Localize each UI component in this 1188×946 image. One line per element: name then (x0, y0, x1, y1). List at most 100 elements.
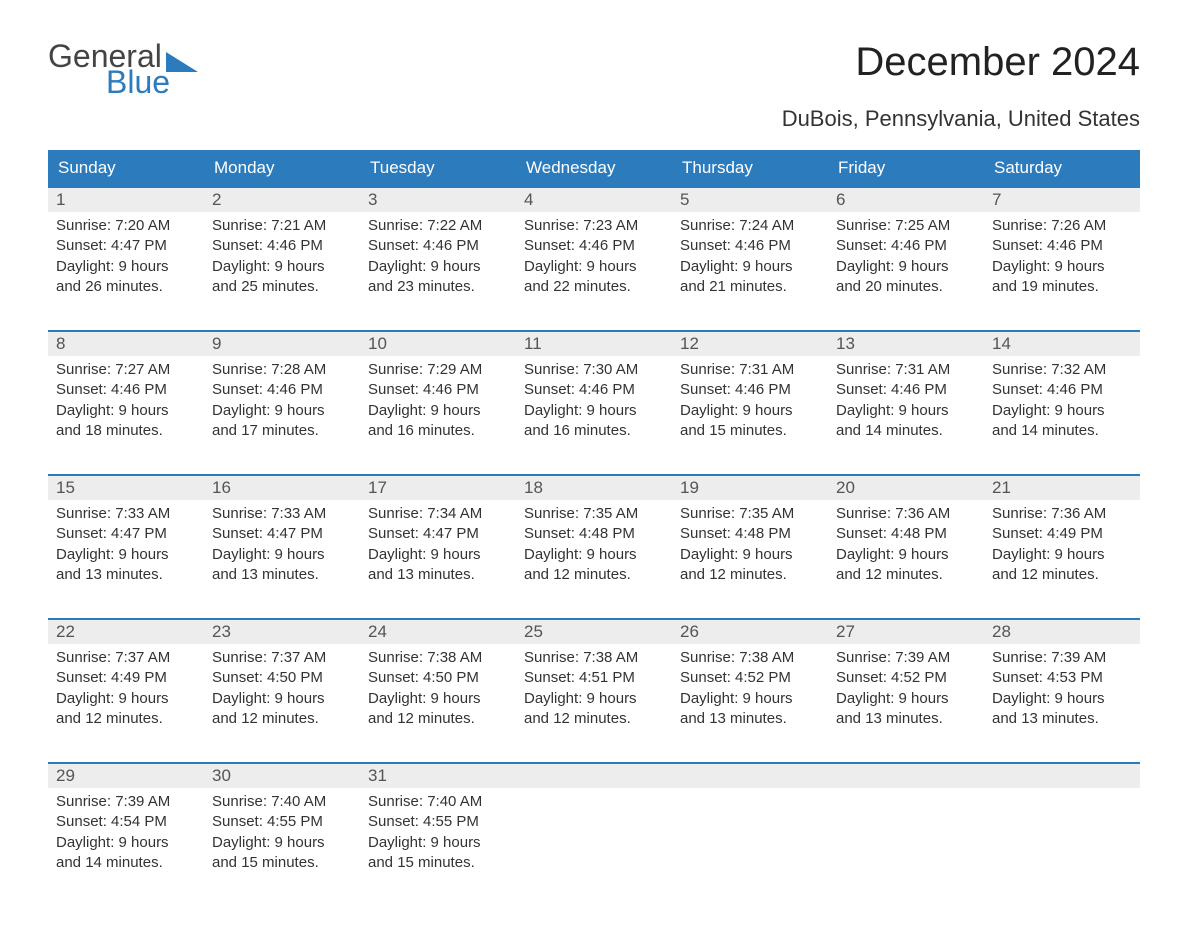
logo: General Blue (48, 40, 198, 98)
sunset-text: Sunset: 4:46 PM (992, 236, 1132, 256)
day-content: Sunrise: 7:36 AMSunset: 4:48 PMDaylight:… (828, 500, 984, 591)
daylight-text: Daylight: 9 hours and 12 minutes. (212, 689, 352, 730)
daylight-text: Daylight: 9 hours and 13 minutes. (212, 545, 352, 586)
daylight-text: Daylight: 9 hours and 13 minutes. (56, 545, 196, 586)
day-number: 1 (48, 188, 204, 212)
day-content: Sunrise: 7:39 AMSunset: 4:52 PMDaylight:… (828, 644, 984, 735)
daylight-text: Daylight: 9 hours and 20 minutes. (836, 257, 976, 298)
sunrise-text: Sunrise: 7:30 AM (524, 360, 664, 380)
sunset-text: Sunset: 4:51 PM (524, 668, 664, 688)
day-content: Sunrise: 7:30 AMSunset: 4:46 PMDaylight:… (516, 356, 672, 447)
daylight-text: Daylight: 9 hours and 21 minutes. (680, 257, 820, 298)
day-number: 2 (204, 188, 360, 212)
day-number: 24 (360, 620, 516, 644)
logo-text-blue: Blue (106, 66, 198, 98)
day-number: 9 (204, 332, 360, 356)
calendar-day: 24Sunrise: 7:38 AMSunset: 4:50 PMDayligh… (360, 620, 516, 740)
sunset-text: Sunset: 4:55 PM (368, 812, 508, 832)
sunrise-text: Sunrise: 7:40 AM (368, 792, 508, 812)
sunrise-text: Sunrise: 7:28 AM (212, 360, 352, 380)
day-number: 4 (516, 188, 672, 212)
day-content: Sunrise: 7:37 AMSunset: 4:49 PMDaylight:… (48, 644, 204, 735)
sunset-text: Sunset: 4:49 PM (992, 524, 1132, 544)
sunset-text: Sunset: 4:46 PM (56, 380, 196, 400)
calendar-day: 22Sunrise: 7:37 AMSunset: 4:49 PMDayligh… (48, 620, 204, 740)
sunrise-text: Sunrise: 7:27 AM (56, 360, 196, 380)
calendar-day (984, 764, 1140, 884)
daylight-text: Daylight: 9 hours and 13 minutes. (992, 689, 1132, 730)
calendar-day: 20Sunrise: 7:36 AMSunset: 4:48 PMDayligh… (828, 476, 984, 596)
sunrise-text: Sunrise: 7:40 AM (212, 792, 352, 812)
dow-cell: Tuesday (360, 150, 516, 186)
day-number: 13 (828, 332, 984, 356)
calendar-day (516, 764, 672, 884)
calendar-day: 1Sunrise: 7:20 AMSunset: 4:47 PMDaylight… (48, 188, 204, 308)
sunrise-text: Sunrise: 7:38 AM (524, 648, 664, 668)
calendar-week: 15Sunrise: 7:33 AMSunset: 4:47 PMDayligh… (48, 474, 1140, 596)
sunset-text: Sunset: 4:46 PM (212, 380, 352, 400)
daylight-text: Daylight: 9 hours and 14 minutes. (992, 401, 1132, 442)
sunrise-text: Sunrise: 7:35 AM (680, 504, 820, 524)
day-content: Sunrise: 7:33 AMSunset: 4:47 PMDaylight:… (204, 500, 360, 591)
daylight-text: Daylight: 9 hours and 12 minutes. (368, 689, 508, 730)
calendar-day: 6Sunrise: 7:25 AMSunset: 4:46 PMDaylight… (828, 188, 984, 308)
day-content: Sunrise: 7:32 AMSunset: 4:46 PMDaylight:… (984, 356, 1140, 447)
calendar-day: 3Sunrise: 7:22 AMSunset: 4:46 PMDaylight… (360, 188, 516, 308)
sunset-text: Sunset: 4:46 PM (992, 380, 1132, 400)
sunrise-text: Sunrise: 7:31 AM (836, 360, 976, 380)
calendar-day: 5Sunrise: 7:24 AMSunset: 4:46 PMDaylight… (672, 188, 828, 308)
day-content: Sunrise: 7:39 AMSunset: 4:54 PMDaylight:… (48, 788, 204, 879)
daylight-text: Daylight: 9 hours and 25 minutes. (212, 257, 352, 298)
sunrise-text: Sunrise: 7:33 AM (212, 504, 352, 524)
dow-cell: Thursday (672, 150, 828, 186)
calendar-day: 10Sunrise: 7:29 AMSunset: 4:46 PMDayligh… (360, 332, 516, 452)
calendar-day: 25Sunrise: 7:38 AMSunset: 4:51 PMDayligh… (516, 620, 672, 740)
calendar-day: 8Sunrise: 7:27 AMSunset: 4:46 PMDaylight… (48, 332, 204, 452)
daylight-text: Daylight: 9 hours and 18 minutes. (56, 401, 196, 442)
day-content: Sunrise: 7:26 AMSunset: 4:46 PMDaylight:… (984, 212, 1140, 303)
sunset-text: Sunset: 4:48 PM (680, 524, 820, 544)
location-subtitle: DuBois, Pennsylvania, United States (48, 106, 1140, 132)
day-number: 21 (984, 476, 1140, 500)
sunset-text: Sunset: 4:46 PM (680, 380, 820, 400)
day-content: Sunrise: 7:37 AMSunset: 4:50 PMDaylight:… (204, 644, 360, 735)
day-content (672, 788, 828, 798)
daylight-text: Daylight: 9 hours and 26 minutes. (56, 257, 196, 298)
day-number: 5 (672, 188, 828, 212)
day-number: 26 (672, 620, 828, 644)
day-number: 27 (828, 620, 984, 644)
day-number (516, 764, 672, 788)
sunset-text: Sunset: 4:47 PM (212, 524, 352, 544)
sunset-text: Sunset: 4:47 PM (56, 236, 196, 256)
calendar-day: 15Sunrise: 7:33 AMSunset: 4:47 PMDayligh… (48, 476, 204, 596)
calendar-day: 27Sunrise: 7:39 AMSunset: 4:52 PMDayligh… (828, 620, 984, 740)
day-content: Sunrise: 7:25 AMSunset: 4:46 PMDaylight:… (828, 212, 984, 303)
day-number: 17 (360, 476, 516, 500)
day-content: Sunrise: 7:23 AMSunset: 4:46 PMDaylight:… (516, 212, 672, 303)
daylight-text: Daylight: 9 hours and 12 minutes. (56, 689, 196, 730)
calendar-day: 29Sunrise: 7:39 AMSunset: 4:54 PMDayligh… (48, 764, 204, 884)
sunrise-text: Sunrise: 7:39 AM (992, 648, 1132, 668)
sunrise-text: Sunrise: 7:31 AM (680, 360, 820, 380)
sunrise-text: Sunrise: 7:23 AM (524, 216, 664, 236)
day-number: 12 (672, 332, 828, 356)
daylight-text: Daylight: 9 hours and 16 minutes. (524, 401, 664, 442)
sunrise-text: Sunrise: 7:34 AM (368, 504, 508, 524)
day-number (828, 764, 984, 788)
day-number: 30 (204, 764, 360, 788)
sunrise-text: Sunrise: 7:38 AM (680, 648, 820, 668)
sunset-text: Sunset: 4:46 PM (368, 380, 508, 400)
day-content: Sunrise: 7:27 AMSunset: 4:46 PMDaylight:… (48, 356, 204, 447)
sunrise-text: Sunrise: 7:32 AM (992, 360, 1132, 380)
calendar-day: 31Sunrise: 7:40 AMSunset: 4:55 PMDayligh… (360, 764, 516, 884)
sunrise-text: Sunrise: 7:39 AM (56, 792, 196, 812)
calendar-day (828, 764, 984, 884)
day-content: Sunrise: 7:24 AMSunset: 4:46 PMDaylight:… (672, 212, 828, 303)
daylight-text: Daylight: 9 hours and 14 minutes. (836, 401, 976, 442)
sunset-text: Sunset: 4:52 PM (836, 668, 976, 688)
day-number: 19 (672, 476, 828, 500)
day-number: 16 (204, 476, 360, 500)
sunrise-text: Sunrise: 7:33 AM (56, 504, 196, 524)
calendar-week: 29Sunrise: 7:39 AMSunset: 4:54 PMDayligh… (48, 762, 1140, 884)
calendar-day: 26Sunrise: 7:38 AMSunset: 4:52 PMDayligh… (672, 620, 828, 740)
